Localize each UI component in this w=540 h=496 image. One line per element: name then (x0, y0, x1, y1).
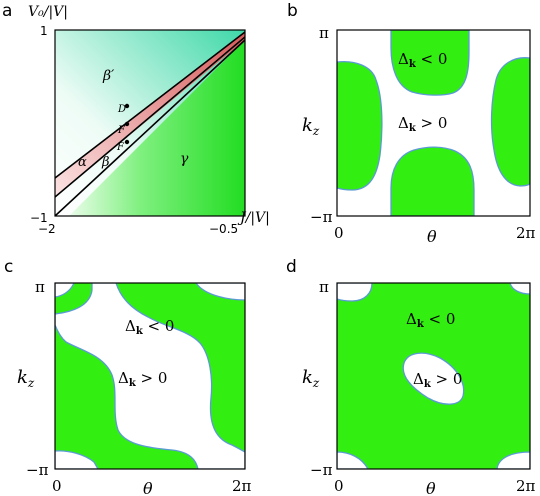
c-y-tick-top: π (35, 278, 45, 296)
gamma-region (69, 40, 245, 216)
d-region-bottomright-corner (496, 451, 530, 469)
a-x-axis-label: J/|V| (237, 210, 270, 226)
b-y-tick-bottom: −π (310, 208, 333, 226)
b-label-delta-negative: Δk < 0 (398, 50, 447, 70)
phase-boundary-upper (55, 31, 245, 179)
label-alpha: α (78, 155, 87, 170)
point-f-top-label: F (117, 125, 126, 136)
panel-c-frame (54, 282, 246, 470)
point-f-bottom-label: F (116, 142, 125, 153)
c-x-tick-left: 0 (52, 477, 62, 495)
panel-a-frame (54, 29, 246, 217)
d-label-delta-positive: Δk > 0 (413, 370, 462, 390)
b-region-right (490, 57, 530, 187)
point-f-top-marker (124, 121, 130, 127)
b-region-left (337, 60, 383, 191)
panel-c: c π −π kz 0 2π θ Δk < 0 Δk > 0 (4, 257, 252, 496)
c-region-bottomleft-corner (55, 450, 99, 469)
b-region-top (390, 30, 470, 96)
c-label-delta-negative: Δk < 0 (125, 317, 174, 337)
b-y-axis-label: kz (302, 115, 320, 138)
label-beta: β (101, 155, 110, 170)
point-f-bottom-marker (124, 139, 130, 145)
d-x-axis-label: θ (426, 479, 436, 496)
point-d-label: D (117, 104, 126, 115)
panel-d: d π −π kz 0 2π θ Δk < 0 Δk > 0 (286, 257, 536, 496)
c-region-positive-band (55, 283, 245, 469)
panel-a: a V₀/|V| 1 −1 −2 −0.5 J/|V| β′ α β γ D F… (2, 1, 270, 236)
c-x-axis-label: θ (143, 479, 153, 496)
panel-c-letter: c (4, 257, 13, 277)
d-y-tick-bottom: −π (310, 461, 333, 479)
d-label-delta-negative: Δk < 0 (406, 310, 455, 330)
c-region-topright-corner (195, 283, 245, 301)
panel-d-letter: d (286, 257, 297, 277)
c-y-axis-label: kz (17, 367, 35, 390)
d-y-axis-label: kz (302, 367, 320, 390)
d-x-tick-left: 0 (334, 477, 344, 495)
d-x-tick-right: 2π (516, 477, 536, 495)
a-y-axis-label: V₀/|V| (28, 4, 68, 20)
c-x-tick-right: 2π (232, 477, 252, 495)
panel-b-letter: b (287, 1, 298, 21)
d-region-topleft-corner (337, 283, 373, 302)
b-label-delta-positive: Δk > 0 (398, 114, 447, 134)
panel-a-letter: a (2, 1, 12, 21)
a-x-tick-left: −2 (38, 222, 56, 236)
c-label-delta-positive: Δk > 0 (118, 369, 167, 389)
a-y-tick-top: 1 (40, 24, 48, 38)
b-region-bottom (390, 146, 475, 216)
c-y-tick-bottom: −π (26, 461, 49, 479)
panel-b-frame (336, 29, 531, 217)
b-x-tick-left: 0 (334, 224, 344, 242)
phase-boundary-lower (55, 39, 245, 216)
alpha-region (55, 32, 245, 197)
d-region-positive-oval (402, 352, 465, 405)
d-region-bottomleft-corner (337, 451, 369, 469)
b-y-tick-top: π (319, 24, 329, 42)
point-d-marker (124, 103, 130, 109)
label-beta-prime: β′ (102, 68, 115, 84)
d-region-topright-corner (509, 283, 530, 295)
a-x-tick-right: −0.5 (209, 222, 238, 236)
label-gamma: γ (180, 151, 189, 167)
d-y-tick-top: π (319, 278, 329, 296)
panel-d-frame (336, 282, 531, 470)
a-y-tick-bottom: −1 (30, 211, 48, 225)
b-x-tick-right: 2π (516, 224, 536, 242)
b-x-axis-label: θ (427, 227, 437, 246)
panel-b: b π −π kz 0 2π θ Δk < 0 Δk > 0 (287, 1, 536, 246)
phase-boundary-middle (55, 36, 245, 198)
